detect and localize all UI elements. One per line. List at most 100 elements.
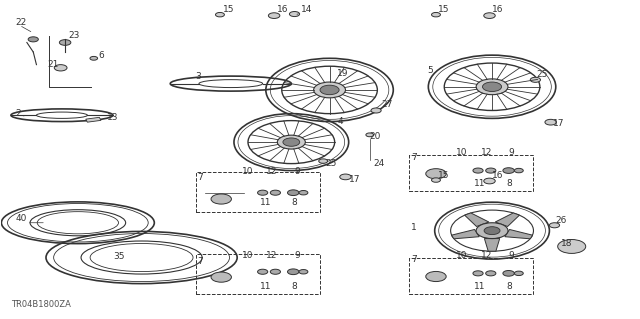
Text: 16: 16 bbox=[492, 5, 504, 14]
Text: 25: 25 bbox=[325, 159, 337, 168]
Text: 9: 9 bbox=[509, 251, 515, 260]
Text: 10: 10 bbox=[456, 251, 468, 260]
Text: 10: 10 bbox=[243, 251, 253, 260]
Text: 17: 17 bbox=[552, 119, 564, 128]
Circle shape bbox=[28, 37, 38, 42]
Circle shape bbox=[211, 272, 232, 282]
Circle shape bbox=[211, 194, 232, 204]
Circle shape bbox=[431, 12, 440, 17]
Text: 12: 12 bbox=[481, 251, 492, 260]
Text: 14: 14 bbox=[301, 5, 312, 14]
Circle shape bbox=[257, 190, 268, 195]
Text: 17: 17 bbox=[349, 174, 360, 184]
Text: 7: 7 bbox=[197, 173, 203, 182]
Bar bbox=[196, 254, 320, 294]
Text: 19: 19 bbox=[337, 69, 349, 78]
Text: 12: 12 bbox=[266, 251, 277, 260]
Text: 3: 3 bbox=[196, 72, 202, 81]
Text: 9: 9 bbox=[294, 251, 300, 260]
Text: 11: 11 bbox=[474, 179, 486, 189]
Bar bbox=[409, 257, 534, 294]
Text: 16: 16 bbox=[492, 171, 504, 180]
Text: 22: 22 bbox=[15, 18, 27, 27]
Circle shape bbox=[319, 159, 328, 163]
Text: 8: 8 bbox=[291, 282, 297, 291]
Circle shape bbox=[557, 240, 586, 253]
Circle shape bbox=[431, 178, 440, 182]
Text: 9: 9 bbox=[294, 167, 300, 176]
Polygon shape bbox=[465, 213, 489, 226]
Text: 8: 8 bbox=[506, 282, 512, 291]
Text: 7: 7 bbox=[197, 257, 203, 266]
Circle shape bbox=[484, 13, 495, 19]
Circle shape bbox=[299, 190, 308, 195]
Text: 23: 23 bbox=[68, 31, 79, 40]
Text: 8: 8 bbox=[506, 179, 512, 189]
Circle shape bbox=[486, 271, 496, 276]
Text: 4: 4 bbox=[338, 117, 344, 126]
Text: 11: 11 bbox=[259, 282, 271, 291]
Circle shape bbox=[473, 271, 483, 276]
Text: 2: 2 bbox=[15, 109, 21, 118]
Circle shape bbox=[283, 138, 300, 146]
Text: 27: 27 bbox=[382, 100, 393, 109]
Circle shape bbox=[54, 65, 67, 71]
Circle shape bbox=[483, 82, 502, 92]
Text: 12: 12 bbox=[266, 167, 277, 176]
Text: 24: 24 bbox=[373, 159, 384, 168]
Circle shape bbox=[270, 269, 280, 274]
Text: 12: 12 bbox=[481, 148, 492, 157]
Circle shape bbox=[476, 79, 508, 95]
Circle shape bbox=[484, 227, 500, 234]
Circle shape bbox=[426, 169, 446, 179]
Text: 40: 40 bbox=[15, 214, 27, 223]
Circle shape bbox=[476, 223, 508, 239]
Text: 5: 5 bbox=[427, 65, 433, 75]
Circle shape bbox=[371, 108, 381, 113]
Circle shape bbox=[545, 119, 556, 125]
Text: 7: 7 bbox=[411, 255, 417, 264]
Bar bbox=[196, 172, 320, 212]
Text: 16: 16 bbox=[277, 5, 289, 14]
Circle shape bbox=[515, 271, 524, 276]
Bar bbox=[86, 117, 101, 122]
Circle shape bbox=[270, 190, 280, 195]
Text: 15: 15 bbox=[438, 171, 449, 180]
Text: 10: 10 bbox=[456, 148, 468, 157]
Text: 13: 13 bbox=[106, 113, 118, 122]
Circle shape bbox=[287, 269, 299, 275]
Text: 11: 11 bbox=[259, 198, 271, 207]
Text: 8: 8 bbox=[291, 198, 297, 207]
Circle shape bbox=[320, 85, 339, 95]
Circle shape bbox=[277, 135, 305, 149]
Bar bbox=[409, 155, 534, 191]
Circle shape bbox=[473, 168, 483, 173]
Circle shape bbox=[503, 271, 515, 276]
Circle shape bbox=[515, 168, 524, 173]
Circle shape bbox=[503, 168, 515, 174]
Text: 18: 18 bbox=[561, 240, 572, 249]
Circle shape bbox=[340, 174, 351, 180]
Text: 20: 20 bbox=[370, 132, 381, 141]
Text: 15: 15 bbox=[438, 5, 449, 14]
Text: 10: 10 bbox=[243, 167, 253, 176]
Polygon shape bbox=[495, 213, 520, 226]
Circle shape bbox=[549, 223, 559, 228]
Circle shape bbox=[287, 190, 299, 196]
Circle shape bbox=[484, 178, 495, 184]
Text: 11: 11 bbox=[474, 282, 486, 291]
Circle shape bbox=[289, 11, 300, 17]
Circle shape bbox=[90, 56, 98, 60]
Text: 9: 9 bbox=[509, 148, 515, 157]
Circle shape bbox=[426, 271, 446, 282]
Text: 25: 25 bbox=[537, 70, 548, 79]
Text: 1: 1 bbox=[411, 223, 417, 232]
Text: 35: 35 bbox=[113, 252, 124, 261]
Circle shape bbox=[216, 12, 225, 17]
Circle shape bbox=[299, 270, 308, 274]
Polygon shape bbox=[505, 229, 532, 239]
Text: 26: 26 bbox=[556, 216, 567, 225]
Circle shape bbox=[268, 13, 280, 19]
Text: TR04B1800ZA: TR04B1800ZA bbox=[11, 300, 71, 308]
Circle shape bbox=[60, 40, 71, 45]
